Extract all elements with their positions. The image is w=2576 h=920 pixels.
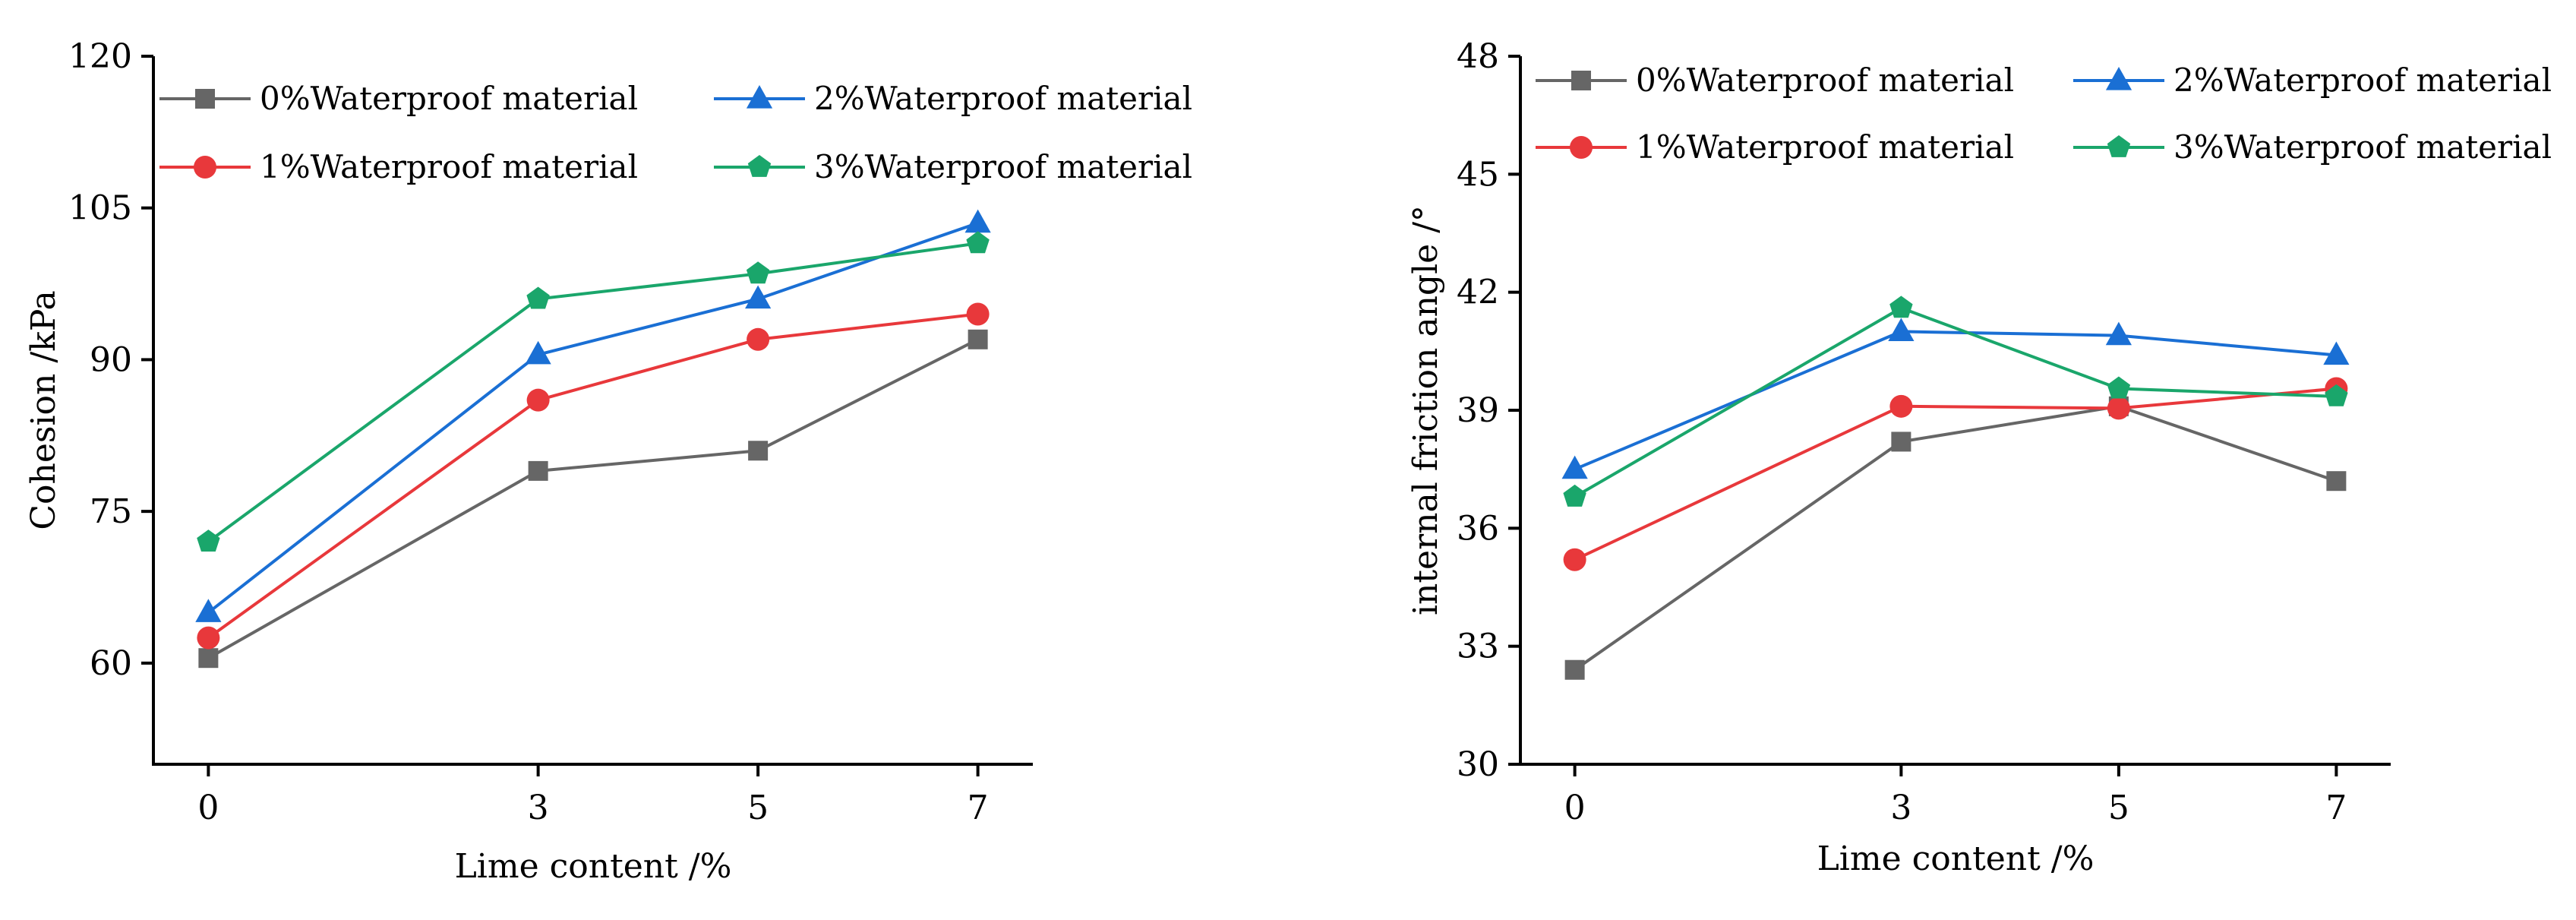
legend-label: 1%Waterproof material: [1636, 128, 2014, 166]
data-point: [526, 388, 550, 412]
x-tick-label: 5: [2108, 789, 2129, 827]
data-point: [966, 302, 990, 326]
y-tick-label: 30: [1457, 745, 1499, 784]
data-point: [197, 530, 220, 552]
legend-entry: 1%Waterproof material: [159, 148, 638, 185]
x-tick-label: 5: [747, 789, 769, 827]
data-point: [2107, 397, 2130, 420]
y-tick-label: 45: [1457, 155, 1499, 194]
legend-entry: 0%Waterproof material: [1536, 62, 2014, 99]
data-point: [1891, 432, 1911, 452]
legend-entry: 3%Waterproof material: [714, 148, 1192, 185]
y-tick-label: 33: [1457, 628, 1499, 666]
y-axis-title: internal friction angle /°: [1406, 205, 1445, 615]
legend-label: 1%Waterproof material: [260, 148, 638, 185]
series-line: [207, 338, 979, 659]
data-point: [197, 626, 220, 650]
series-1: [198, 329, 988, 669]
x-axis-title: Lime content /%: [455, 847, 732, 886]
series-1: [1564, 396, 2347, 680]
x-tick-label: 7: [968, 789, 989, 827]
data-point: [2107, 376, 2131, 399]
legend-marker: [194, 156, 216, 179]
series-3: [197, 302, 990, 650]
series-4: [197, 231, 990, 552]
legend-label: 3%Waterproof material: [2174, 128, 2552, 166]
data-point: [2326, 471, 2347, 492]
data-point: [195, 599, 222, 622]
series-line: [1574, 404, 2338, 672]
y-tick-label: 39: [1457, 391, 1499, 430]
data-point: [746, 261, 770, 284]
y-tick-label: 120: [68, 37, 132, 76]
y-tick-label: 90: [90, 340, 132, 379]
data-point: [1563, 548, 1586, 571]
series-line: [207, 312, 978, 640]
y-axis-title: Cohesion /kPa: [24, 290, 63, 530]
legend-entry: 2%Waterproof material: [714, 80, 1192, 117]
data-point: [747, 327, 770, 351]
series-line: [1574, 330, 2337, 471]
y-tick-label: 105: [68, 189, 132, 228]
data-point: [968, 329, 988, 349]
data-point: [745, 285, 772, 309]
legend-label: 2%Waterproof material: [2174, 62, 2552, 99]
y-tick-label: 36: [1457, 509, 1499, 548]
chart-panel-2: 30 33 36 39 42 45 48 0 3 5 7 Lime content /% interna…: [1406, 37, 2552, 878]
x-axis-title: Lime content /%: [1817, 839, 2095, 878]
legend-marker: [1570, 136, 1593, 159]
y-tick-label: 42: [1457, 273, 1499, 312]
legend-marker: [2107, 135, 2131, 157]
legend-entry: 0%Waterproof material: [159, 80, 638, 117]
legend-entry: 2%Waterproof material: [2073, 62, 2552, 99]
x-tick-label: 3: [528, 789, 549, 827]
data-point: [966, 231, 990, 254]
y-tick-label: 48: [1457, 37, 1499, 76]
chart-panel-1: 60 75 90 105 120 0 3 5 7 Lime content /% Cohesion …: [24, 37, 1192, 886]
y-tick-label: 75: [90, 492, 132, 531]
series-line: [1574, 387, 2337, 561]
data-point: [2105, 321, 2132, 346]
x-tick-label: 0: [1564, 789, 1586, 827]
data-point: [1561, 455, 1588, 479]
y-tick-label: 60: [90, 644, 132, 683]
series-3: [1563, 377, 2348, 571]
legend-label: 2%Waterproof material: [814, 80, 1192, 117]
data-point: [1563, 484, 1586, 507]
x-tick-label: 0: [197, 789, 219, 827]
data-point: [528, 460, 548, 481]
legend-label: 0%Waterproof material: [1636, 62, 2014, 99]
data-point: [198, 648, 219, 669]
data-point: [1564, 659, 1585, 680]
legend-marker: [747, 155, 772, 177]
data-point: [525, 340, 551, 365]
data-point: [526, 286, 550, 309]
x-tick-label: 7: [2325, 789, 2347, 827]
legend-marker: [195, 89, 215, 109]
x-tick-label: 3: [1890, 789, 1911, 827]
data-point: [1889, 296, 1913, 318]
series-4: [1563, 296, 2348, 507]
legend-label: 0%Waterproof material: [260, 80, 638, 117]
legend-label: 3%Waterproof material: [814, 148, 1192, 185]
data-point: [1889, 394, 1913, 418]
data-point: [2325, 384, 2348, 406]
data-point: [964, 209, 991, 233]
series-line: [1574, 306, 2337, 498]
series-2: [195, 209, 991, 622]
series-line: [207, 242, 978, 543]
series-2: [1561, 318, 2350, 479]
legend-marker: [1571, 71, 1591, 90]
legend-marker: [746, 85, 773, 109]
legend-entry: 1%Waterproof material: [1536, 128, 2014, 166]
data-point: [748, 441, 769, 461]
legend-entry: 3%Waterproof material: [2073, 128, 2552, 166]
series-line: [207, 221, 979, 614]
data-point: [1888, 318, 1915, 342]
legend-marker: [2105, 67, 2132, 90]
data-point: [2323, 341, 2350, 365]
